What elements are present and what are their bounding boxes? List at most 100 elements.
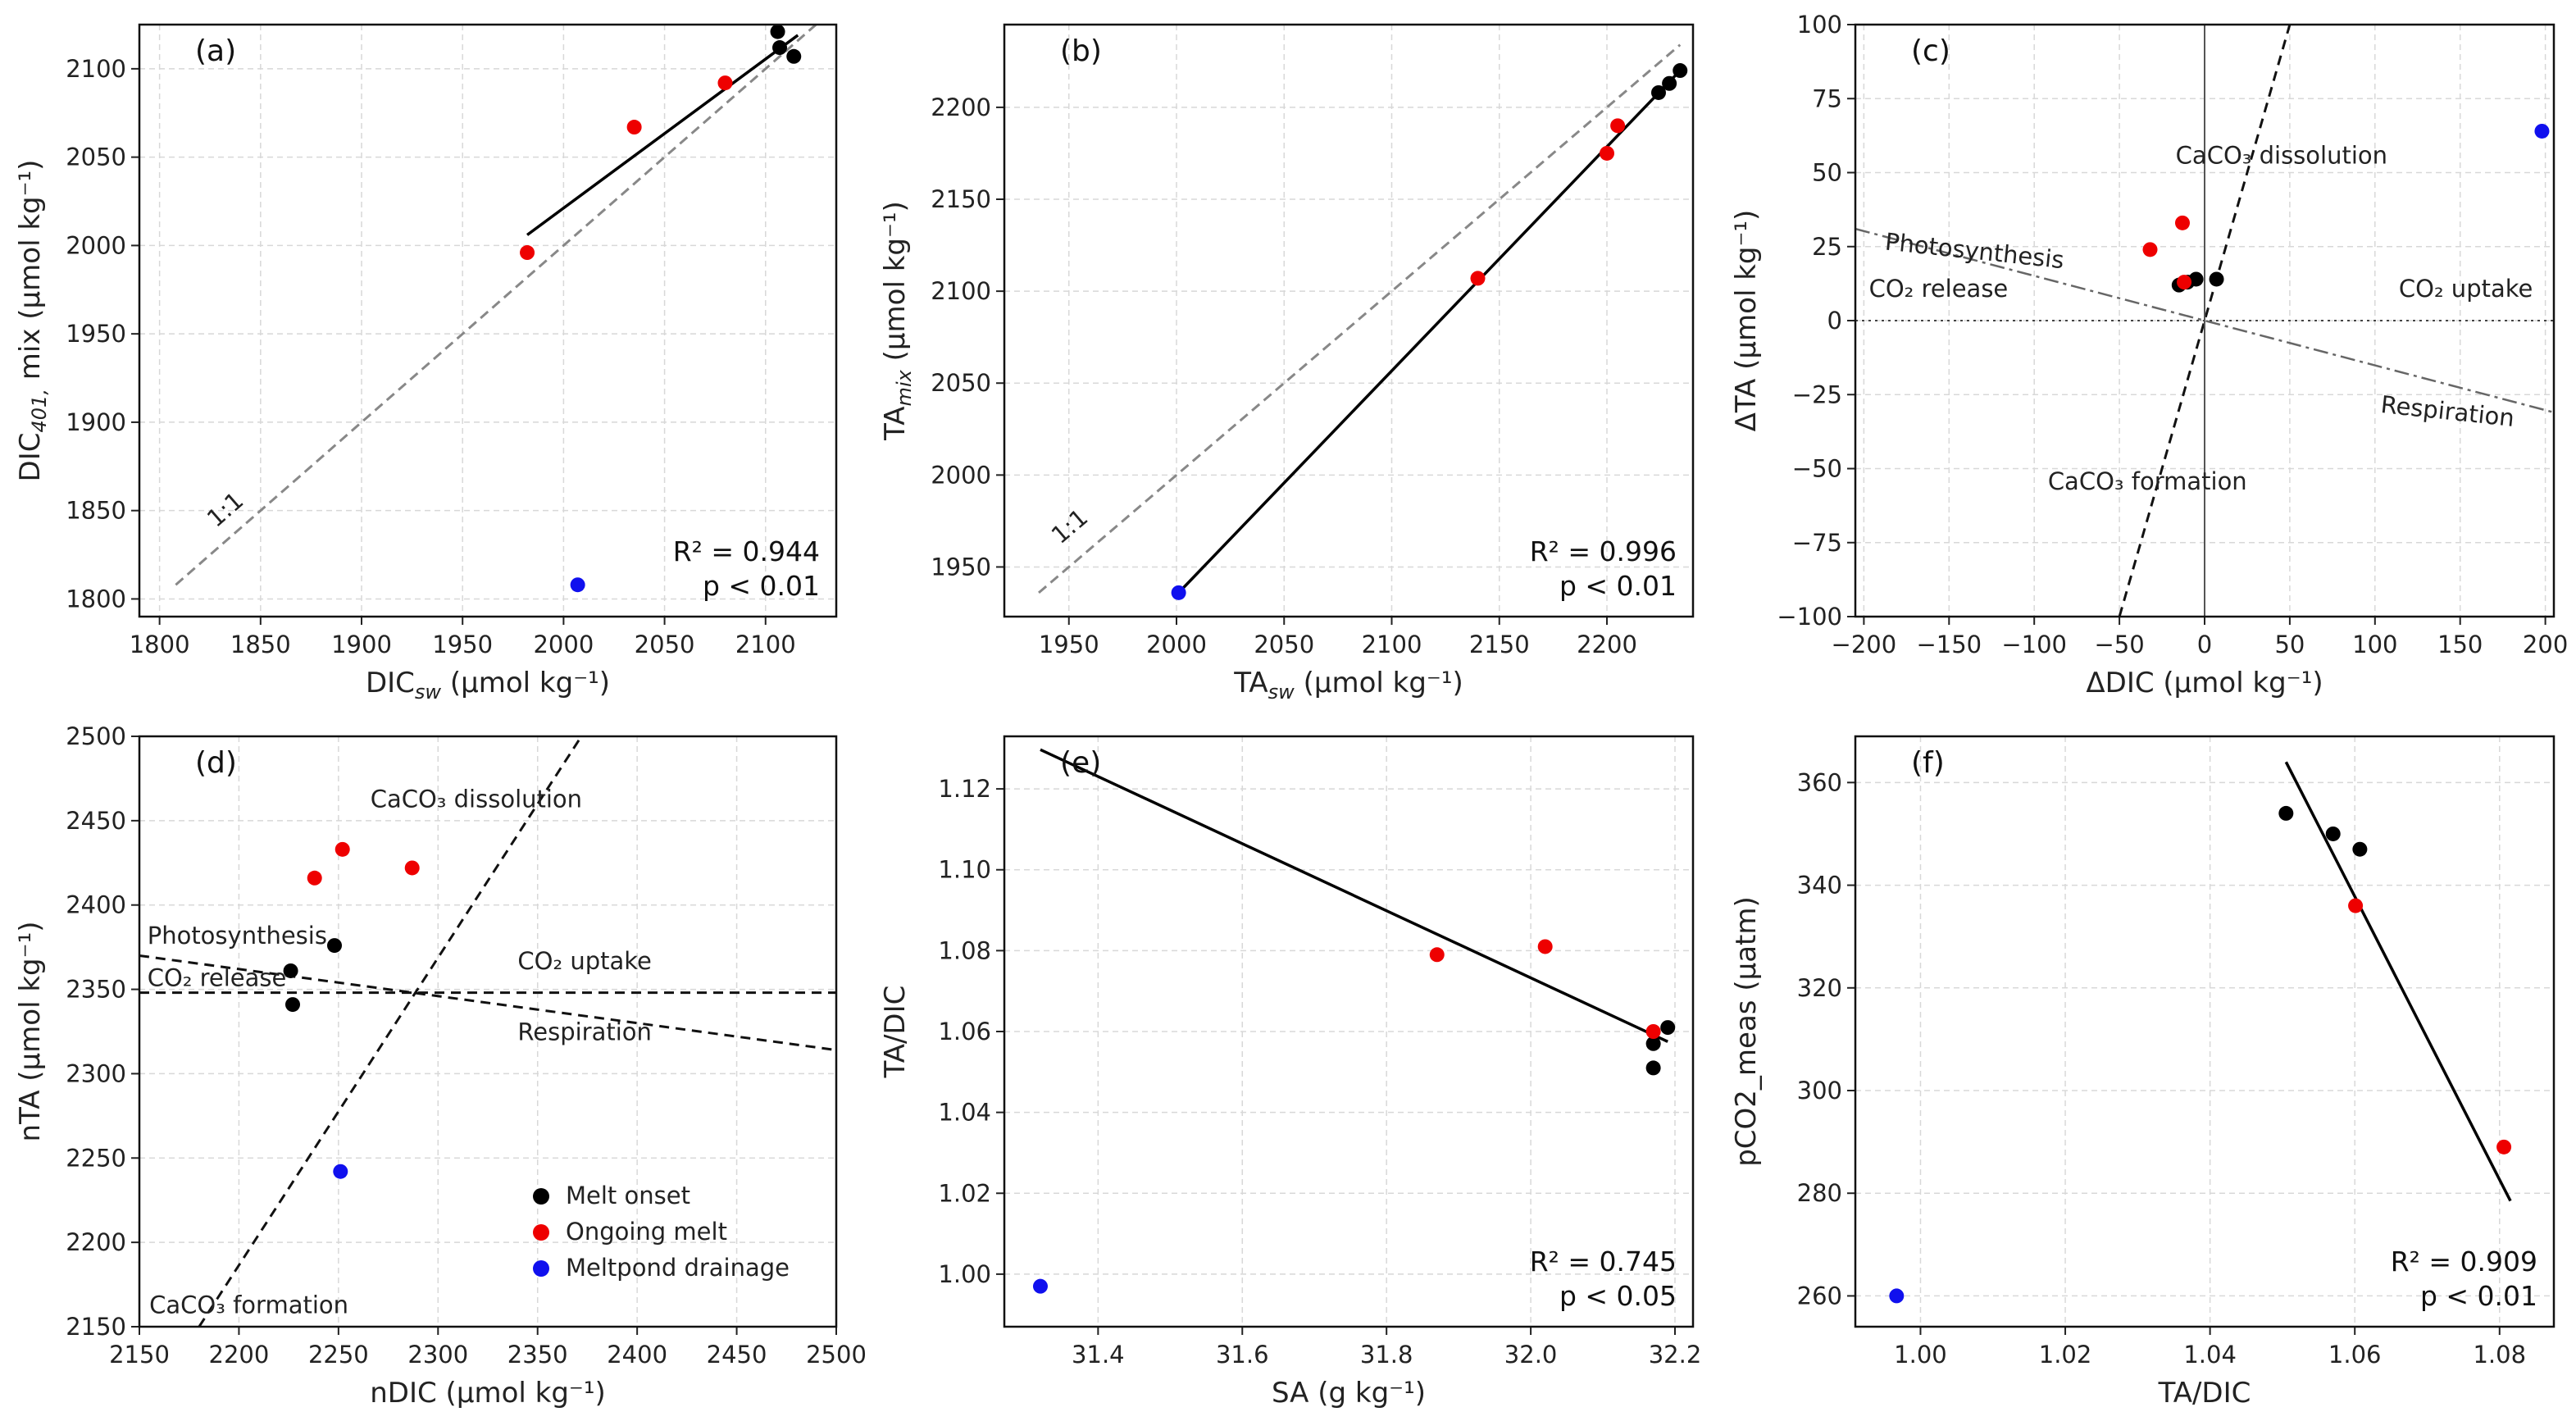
stats-text: p < 0.01 — [703, 570, 820, 602]
regression-line — [2284, 761, 2512, 1202]
x-tick-label: −200 — [1832, 631, 1897, 658]
y-tick-label: 340 — [1797, 872, 1842, 900]
x-axis-label: ΔDIC (µmol kg⁻¹) — [2086, 667, 2323, 699]
panel-d: 2150 2200 2250 2300 2350 2400 2450 2500 2150 2200… — [14, 722, 867, 1410]
y-tick-label: 25 — [1812, 233, 1842, 261]
x-tick-label: 2150 — [109, 1341, 170, 1369]
x-tick-label: 32.0 — [1504, 1341, 1558, 1369]
x-tick-label: 2000 — [1146, 631, 1207, 658]
data-point-melt-onset — [2188, 271, 2204, 287]
x-axis-label: DICsw (µmol kg⁻¹) — [366, 667, 610, 704]
panel-label: (c) — [1911, 34, 1950, 68]
y-tick-label: −75 — [1792, 529, 1842, 557]
x-tick-label: 1850 — [230, 631, 291, 658]
x-tick-label: 1.02 — [2039, 1341, 2092, 1369]
y-tick-label: 1.06 — [938, 1018, 991, 1045]
y-tick-label: 100 — [1797, 11, 1842, 39]
panel-f: 1.00 1.02 1.04 1.06 1.08 260 280 300 320 340 360 (f… — [1730, 735, 2556, 1410]
annotation-label: CO₂ release — [1869, 275, 2009, 303]
legend-label: Melt onset — [566, 1182, 690, 1209]
y-axis-label: DIC401, mix (µmol kg⁻¹) — [14, 160, 51, 482]
y-tick-label: 2050 — [931, 369, 991, 397]
x-tick-label: 2050 — [1254, 631, 1314, 658]
y-axis-label: pCO2_meas (µatm) — [1730, 896, 1763, 1167]
x-tick-label: 2200 — [209, 1341, 270, 1369]
y-tick-label: 260 — [1797, 1282, 1842, 1309]
x-axis-label: SA (g kg⁻¹) — [1272, 1377, 1426, 1410]
reference-line-dashdot — [1855, 227, 2554, 414]
annotation-label: Photosynthesis — [148, 922, 327, 950]
x-tick-label: 2050 — [635, 631, 695, 658]
x-tick-label: −150 — [1916, 631, 1982, 658]
annotation-label: CaCO₃ dissolution — [2176, 142, 2387, 170]
data-point-melt-onset — [1660, 1020, 1676, 1036]
stats-text: R² = 0.745 — [1530, 1246, 1677, 1278]
data-point-melt-onset — [786, 48, 802, 64]
data-point-ongoing-melt — [2496, 1139, 2512, 1155]
gridlines — [1004, 736, 1693, 1327]
data-point-meltpond-drainage — [333, 1164, 348, 1179]
legend-label: Ongoing melt — [566, 1218, 727, 1246]
data-point-ongoing-melt — [307, 870, 322, 886]
data-point-ongoing-melt — [1537, 939, 1553, 954]
x-tick-label: 32.2 — [1649, 1341, 1702, 1369]
x-tick-label: 31.8 — [1360, 1341, 1413, 1369]
panel-e: 31.4 31.6 31.8 32.0 32.2 1.00 1.02 1.04 1.06 1.08… — [879, 735, 1702, 1410]
annotation-label: CO₂ uptake — [517, 947, 651, 975]
panel-label: (a) — [195, 34, 236, 68]
y-axis-label: nTA (µmol kg⁻¹) — [14, 922, 47, 1142]
x-tick-label: 200 — [2523, 631, 2568, 658]
data-point-ongoing-melt — [520, 245, 535, 261]
data-point-ongoing-melt — [1429, 947, 1445, 963]
stats-text: R² = 0.909 — [2391, 1246, 2537, 1278]
data-point-meltpond-drainage — [1171, 585, 1186, 600]
x-tick-label: 1900 — [331, 631, 392, 658]
data-point-ongoing-melt — [1645, 1024, 1661, 1039]
x-tick-label: 1.04 — [2183, 1341, 2237, 1369]
data-point-melt-onset — [2278, 805, 2294, 821]
x-tick-label: 100 — [2352, 631, 2397, 658]
data-point-ongoing-melt — [2177, 275, 2192, 290]
x-tick-label: 31.4 — [1072, 1341, 1125, 1369]
y-tick-label: 2000 — [931, 461, 991, 489]
y-tick-label: 1850 — [66, 497, 126, 525]
y-tick-label: 2350 — [66, 976, 126, 1004]
data-point-ongoing-melt — [2348, 898, 2364, 913]
y-tick-label: 1950 — [66, 320, 126, 348]
x-tick-label: 1800 — [130, 631, 190, 658]
one-to-one-line — [175, 25, 817, 586]
data-point-melt-onset — [770, 24, 785, 39]
panel-a: 1800 1850 1900 1950 2000 2050 2100 1800 1850 1900… — [14, 23, 838, 704]
y-tick-label: 2200 — [66, 1228, 126, 1256]
axes-frame — [1854, 23, 2556, 618]
gridlines — [139, 25, 836, 617]
data-point-ongoing-melt — [626, 120, 642, 135]
y-tick-label: 2150 — [66, 1313, 126, 1341]
legend-marker-meltpond-drainage — [533, 1260, 549, 1277]
y-axis-label: TA/DIC — [879, 986, 912, 1079]
reference-line-dashed — [198, 736, 583, 1327]
x-tick-label: 2100 — [735, 631, 796, 658]
data-point-ongoing-melt — [2174, 215, 2190, 230]
x-tick-label: 1.06 — [2328, 1341, 2382, 1369]
annotation-label: CO₂ release — [148, 963, 287, 991]
annotation-label: Respiration — [517, 1018, 652, 1045]
x-tick-label: 2000 — [533, 631, 594, 658]
y-tick-label: 1.12 — [938, 775, 991, 803]
stats-text: R² = 0.996 — [1530, 535, 1677, 567]
plot-area — [1040, 748, 1668, 1043]
annotation-label: CO₂ uptake — [2399, 275, 2533, 303]
plot-area — [2284, 761, 2512, 1202]
stats-text: R² = 0.944 — [673, 535, 820, 567]
data-point-meltpond-drainage — [2534, 123, 2550, 139]
x-tick-label: 2100 — [1362, 631, 1422, 658]
regression-line — [1040, 748, 1668, 1043]
y-tick-label: 1.02 — [938, 1179, 991, 1207]
legend: Melt onset Ongoing melt Meltpond drainage — [533, 1182, 790, 1282]
x-tick-label: 50 — [2274, 631, 2305, 658]
panel-label: (e) — [1060, 746, 1101, 780]
one-to-one-line — [1038, 43, 1682, 594]
y-tick-label: 2400 — [66, 891, 126, 919]
gridlines — [139, 736, 837, 1328]
